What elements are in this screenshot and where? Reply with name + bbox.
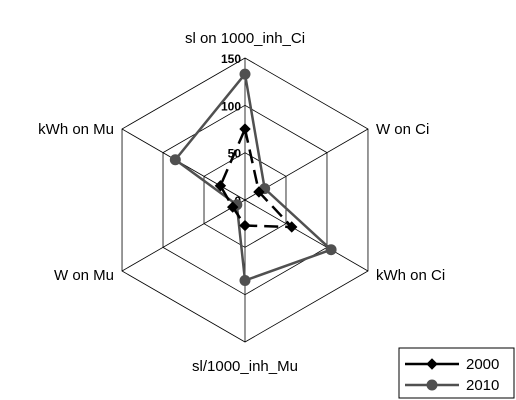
legend-label-2010: 2010 — [466, 377, 499, 394]
tick-label-150: 150 — [221, 52, 241, 66]
spoke-4 — [121, 199, 246, 272]
legend-label-2000: 2000 — [466, 356, 499, 373]
legend-box — [398, 347, 515, 399]
point-2000-0 — [239, 123, 251, 135]
axis-label-4: W on Mu — [54, 267, 114, 284]
point-2010-5 — [169, 154, 181, 166]
point-2010-3 — [239, 274, 251, 286]
point-2010-2 — [325, 244, 337, 256]
point-2010-0 — [239, 68, 251, 80]
axis-label-5: kWh on Mu — [38, 121, 114, 138]
legend-item-2000: 2000 — [405, 356, 499, 373]
point-2000-4 — [226, 201, 239, 213]
tick-label-100: 100 — [221, 99, 241, 113]
legend-marker-2010 — [426, 379, 438, 391]
axis-label-1: W on Ci — [376, 121, 429, 138]
point-2000-2 — [286, 221, 298, 233]
series-2010 — [169, 68, 337, 286]
radar-tick-labels: 050100150 — [221, 52, 241, 208]
point-2000-1 — [253, 186, 265, 198]
series-2000 — [214, 123, 298, 233]
radar-series — [169, 68, 337, 286]
point-2000-3 — [239, 219, 251, 232]
point-2000-5 — [214, 180, 227, 192]
axis-label-0: sl on 1000_inh_Ci — [185, 30, 305, 47]
spoke-2 — [244, 199, 369, 272]
radar-spokes — [121, 58, 369, 342]
legend-marker-2000 — [426, 358, 438, 370]
axis-label-3: sl/1000_inh_Mu — [192, 358, 298, 375]
legend: 2000 2010 — [398, 347, 515, 399]
radar-axis-labels: sl on 1000_inh_Ci W on Ci kWh on Ci sl/1000… — [38, 30, 445, 375]
series-line-2010 — [174, 72, 333, 282]
axis-label-2: kWh on Ci — [376, 267, 445, 284]
legend-item-2010: 2010 — [405, 377, 499, 394]
